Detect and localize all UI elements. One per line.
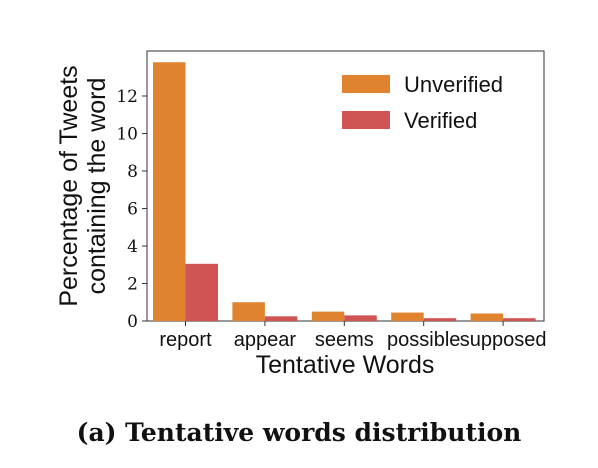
figure-caption: (a) Tentative words distribution [76, 418, 522, 447]
legend-label-verified: Verified [404, 108, 477, 133]
y-tick-label: 4 [127, 237, 138, 257]
x-tick-label-appear: appear [234, 329, 297, 351]
y-tick-label: 8 [127, 162, 138, 182]
y-tick-label: 0 [127, 312, 138, 332]
x-tick-label-possible: possible [387, 329, 460, 351]
bar-verified-seems [344, 315, 377, 321]
bar-verified-appear [264, 316, 298, 321]
bar-unverified-possible [391, 312, 424, 321]
bar-unverified-appear [232, 302, 265, 321]
legend: Unverified Verified [342, 72, 503, 133]
y-tick-label: 10 [116, 125, 138, 145]
x-axis: report appear seems possible supposed [159, 321, 546, 351]
bar-unverified-report [153, 62, 186, 321]
x-tick-label-supposed: supposed [460, 329, 547, 351]
y-tick-label: 12 [116, 87, 138, 107]
legend-swatch-unverified [342, 75, 390, 93]
x-axis-title: Tentative Words [256, 351, 435, 379]
y-axis-title-line2: containing the word [83, 78, 111, 295]
bar-verified-possible [423, 318, 457, 321]
x-tick-label-seems: seems [315, 329, 374, 351]
y-axis: 0 2 4 6 8 10 12 [116, 87, 147, 332]
y-tick-label: 2 [127, 275, 138, 295]
legend-label-unverified: Unverified [404, 72, 503, 97]
chart: 0 2 4 6 8 10 12 report appear seems possible suppo… [55, 50, 546, 379]
legend-swatch-verified [342, 111, 390, 129]
bar-verified-report [185, 263, 218, 321]
y-axis-title-line1: Percentage of Tweets [55, 65, 83, 306]
bars-group [153, 62, 536, 321]
x-tick-label-report: report [159, 329, 212, 351]
y-tick-label: 6 [127, 200, 138, 220]
bar-unverified-supposed [470, 313, 504, 321]
bar-verified-supposed [503, 318, 536, 321]
bar-unverified-seems [311, 311, 345, 321]
